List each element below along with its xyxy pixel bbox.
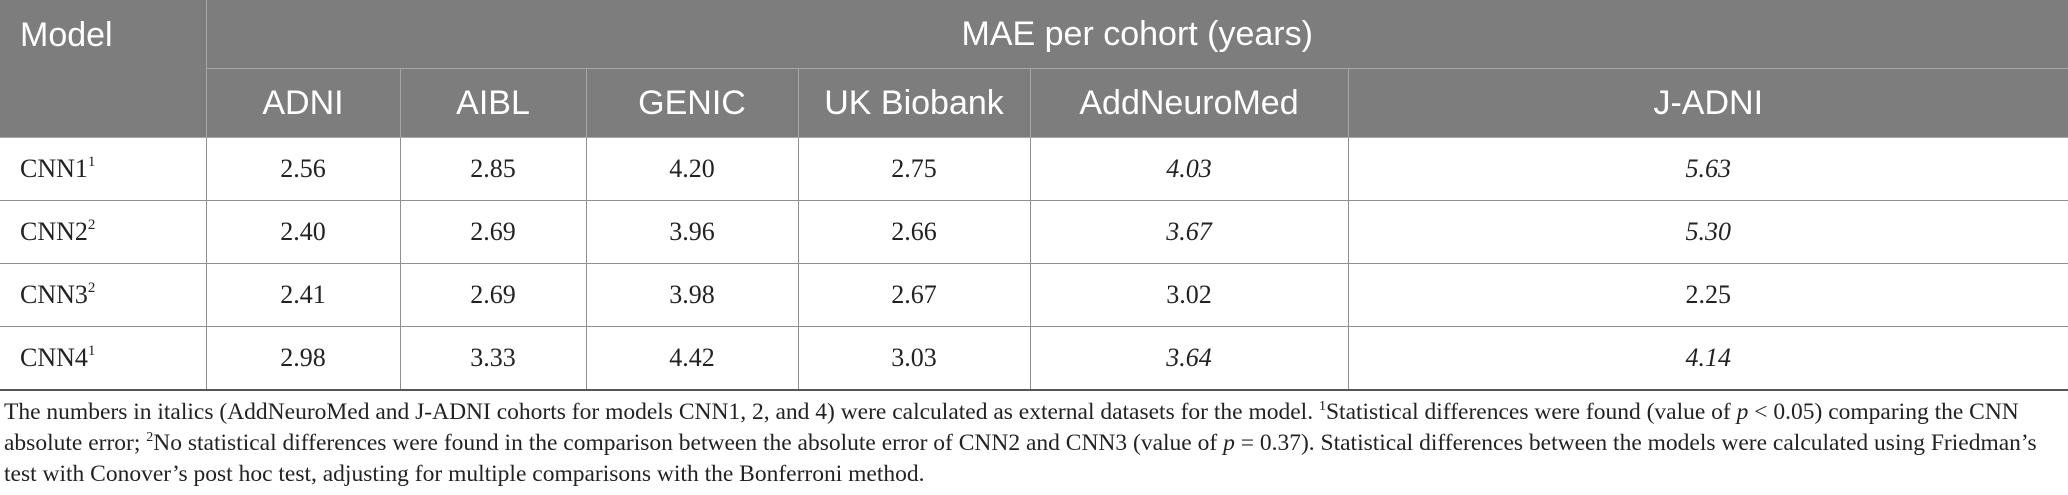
value-cell: 4.20 <box>585 137 799 201</box>
value-cell: 2.98 <box>205 326 401 391</box>
value-cell-external: 5.30 <box>1347 200 2068 264</box>
model-name: CNN1 <box>20 154 88 183</box>
footnote-text: The numbers in italics (AddNeuroMed and … <box>4 399 1319 425</box>
value-cell: 2.40 <box>205 200 401 264</box>
value-cell: 3.98 <box>585 263 799 327</box>
column-header-uk-biobank: UK Biobank <box>797 68 1031 138</box>
value-cell-external: 3.67 <box>1029 200 1349 264</box>
value-cell-external: 3.64 <box>1029 326 1349 391</box>
footnote-marker: 2 <box>146 430 154 445</box>
model-column-header: Model <box>0 0 207 138</box>
value-cell: 2.25 <box>1347 263 2068 327</box>
value-cell-external: 4.14 <box>1347 326 2068 391</box>
value-cell: 3.03 <box>797 326 1031 391</box>
p-symbol: p <box>1736 399 1749 425</box>
footnote-text: No statistical differences were found in… <box>153 430 1224 456</box>
column-header-addneuromed: AddNeuroMed <box>1029 68 1349 138</box>
column-header-j-adni: J-ADNI <box>1347 68 2068 138</box>
footnote-marker: 1 <box>1318 399 1326 414</box>
results-table: Model MAE per cohort (years) ADNI AIBL G… <box>0 0 2068 391</box>
value-cell: 3.33 <box>399 326 587 391</box>
model-name: CNN3 <box>20 280 88 309</box>
footnote-text: Statistical differences were found (valu… <box>1325 399 1737 425</box>
value-cell: 2.69 <box>399 263 587 327</box>
table-row: CNN32 2.41 2.69 3.98 2.67 3.02 2.25 <box>0 263 2068 327</box>
value-cell-external: 5.63 <box>1347 137 2068 201</box>
footnote-marker: 1 <box>87 343 96 359</box>
table-row: CNN11 2.56 2.85 4.20 2.75 4.03 5.63 <box>0 137 2068 201</box>
column-header-aibl: AIBL <box>399 68 587 138</box>
value-cell: 4.42 <box>585 326 799 391</box>
model-name: CNN4 <box>20 343 88 372</box>
footnote-text: < 0.05) comparing the CNN absolute error… <box>4 399 2019 456</box>
value-cell: 2.67 <box>797 263 1031 327</box>
footnote-text: = 0.37). Statistical differences between… <box>4 430 2037 487</box>
footnote-marker: 2 <box>87 280 96 296</box>
footnote-marker: 1 <box>87 154 96 170</box>
value-cell: 2.41 <box>205 263 401 327</box>
value-cell: 2.69 <box>399 200 587 264</box>
mae-group-header: MAE per cohort (years) <box>205 0 2068 69</box>
p-symbol: p <box>1223 430 1235 456</box>
value-cell-external: 4.03 <box>1029 137 1349 201</box>
column-header-adni: ADNI <box>206 68 401 138</box>
column-header-genic: GENIC <box>585 68 799 138</box>
value-cell: 2.75 <box>797 137 1031 201</box>
value-cell: 2.56 <box>205 137 401 201</box>
model-name: CNN2 <box>20 217 88 246</box>
value-cell: 2.85 <box>399 137 587 201</box>
table-row: CNN41 2.98 3.33 4.42 3.03 3.64 4.14 <box>0 326 2068 391</box>
table-footnote: The numbers in italics (AddNeuroMed and … <box>0 391 2068 490</box>
table-row: CNN22 2.40 2.69 3.96 2.66 3.67 5.30 <box>0 200 2068 264</box>
footnote-marker: 2 <box>87 217 96 233</box>
model-name-cell: CNN22 <box>0 200 207 264</box>
model-name-cell: CNN41 <box>0 326 207 391</box>
model-name-cell: CNN32 <box>0 263 207 327</box>
value-cell: 3.02 <box>1029 263 1349 327</box>
model-name-cell: CNN11 <box>0 137 207 201</box>
value-cell: 2.66 <box>797 200 1031 264</box>
value-cell: 3.96 <box>585 200 799 264</box>
